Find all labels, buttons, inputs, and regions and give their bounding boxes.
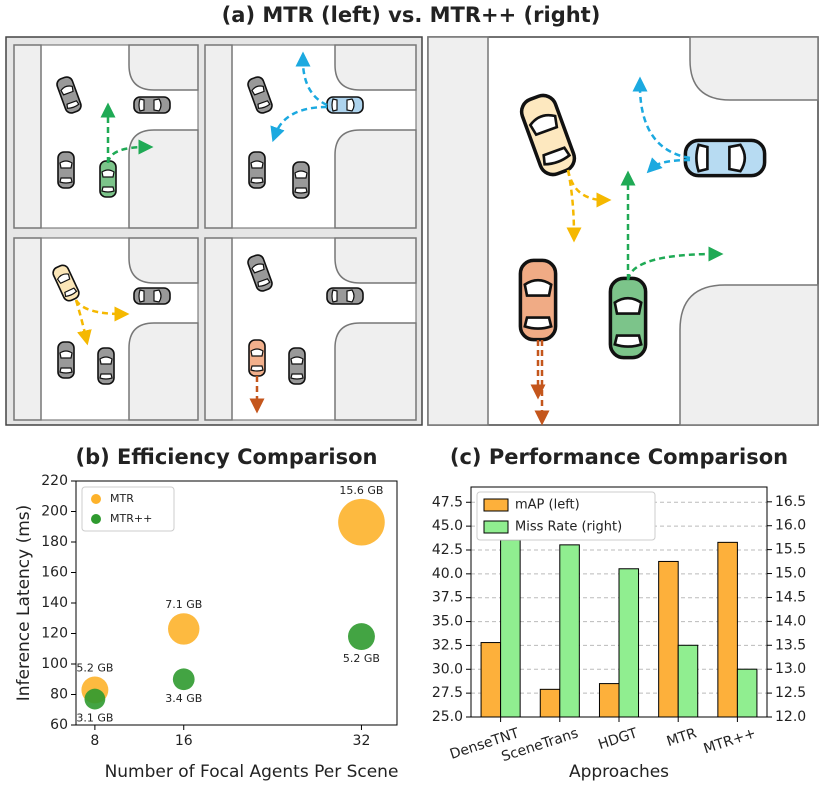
- plot-area: [470, 486, 768, 718]
- legend-label: MTR++: [110, 512, 152, 525]
- y-tick-label: 100: [41, 656, 68, 672]
- bubble: [338, 498, 385, 546]
- bubble-label: 7.1 GB: [165, 598, 202, 611]
- y-tick-label: 140: [41, 595, 68, 611]
- y-tick-label: 180: [41, 534, 68, 550]
- x-tick-label: MTR++: [702, 725, 758, 757]
- y-axis-label: Inference Latency (ms): [14, 505, 34, 702]
- y-tick-label: 35.0: [432, 614, 463, 630]
- y2-tick-label: 15.0: [775, 566, 806, 582]
- y2-tick-label: 16.0: [775, 518, 806, 534]
- legend-swatch: [483, 498, 509, 512]
- scene-3: [13, 237, 199, 421]
- scene-1: [13, 44, 199, 229]
- y2-tick-label: 12.0: [775, 709, 806, 725]
- x-tick-label: 8: [90, 733, 99, 749]
- chart-title: (b) Efficiency Comparison: [76, 445, 378, 469]
- bar: [539, 688, 561, 718]
- y-tick-label: 60: [50, 717, 68, 733]
- legend-box: [476, 491, 656, 541]
- y-tick-label: 32.5: [432, 637, 463, 653]
- y2-tick-label: 13.0: [775, 661, 806, 677]
- bubble-label: 15.6 GB: [339, 484, 383, 497]
- bubble: [172, 668, 195, 691]
- x-axis-label: Approaches: [569, 762, 669, 782]
- bubble-label: 5.2 GB: [343, 652, 380, 665]
- x-tick-label: 32: [353, 733, 371, 749]
- y-tick-label: 220: [41, 473, 68, 489]
- y-tick-label: 120: [41, 626, 68, 642]
- y-tick-label: 47.5: [432, 494, 463, 510]
- scene-2: [204, 44, 417, 229]
- bubble: [168, 613, 200, 645]
- y-tick-label: 160: [41, 565, 68, 581]
- y2-tick-label: 14.0: [775, 613, 806, 629]
- x-tick-label: HDGT: [596, 725, 640, 753]
- y-tick-label: 37.5: [432, 590, 463, 606]
- x-axis-label: Number of Focal Agents Per Scene: [105, 762, 399, 782]
- y-tick-label: 42.5: [432, 542, 463, 558]
- legend-marker: [91, 514, 101, 524]
- legend-label: mAP (left): [515, 498, 580, 513]
- y-tick-label: 27.5: [432, 685, 463, 701]
- bubble-label: 5.2 GB: [76, 661, 113, 674]
- y-tick-label: 200: [41, 504, 68, 520]
- bubble: [348, 623, 375, 651]
- bar: [658, 560, 679, 718]
- chart-title: (c) Performance Comparison: [450, 445, 788, 469]
- bar: [677, 644, 699, 718]
- legend-label: Miss Rate (right): [515, 520, 622, 535]
- legend-box: [81, 486, 175, 532]
- scene-4: [204, 237, 417, 421]
- y-tick-label: 25.0: [432, 709, 463, 725]
- x-tick-label: MTR: [665, 725, 699, 750]
- bar: [500, 539, 521, 718]
- bar: [559, 544, 580, 718]
- bar: [480, 642, 502, 718]
- y2-tick-label: 15.5: [775, 542, 806, 558]
- bar: [736, 668, 758, 718]
- y-tick-label: 40.0: [432, 566, 463, 582]
- legend-swatch: [483, 520, 509, 534]
- bar: [618, 568, 640, 718]
- y-tick-label: 30.0: [432, 661, 463, 677]
- mtrpp-panel: [427, 36, 819, 426]
- bubble-label: 3.4 GB: [165, 692, 202, 705]
- bubble: [84, 688, 106, 710]
- y2-tick-label: 14.5: [775, 589, 806, 605]
- mtr-panel: [5, 36, 423, 426]
- figure-a-title: (a) MTR (left) vs. MTR++ (right): [222, 3, 601, 27]
- bubble-label: 3.1 GB: [76, 711, 113, 724]
- y2-tick-label: 16.5: [775, 494, 806, 510]
- legend-label: MTR: [110, 492, 134, 505]
- y-tick-label: 80: [50, 687, 68, 703]
- x-tick-label: 16: [175, 733, 193, 749]
- y2-tick-label: 13.5: [775, 637, 806, 653]
- bar: [598, 683, 620, 718]
- bar: [717, 541, 738, 718]
- y-tick-label: 45.0: [432, 518, 463, 534]
- y2-tick-label: 12.5: [775, 685, 806, 701]
- legend-marker: [91, 494, 101, 504]
